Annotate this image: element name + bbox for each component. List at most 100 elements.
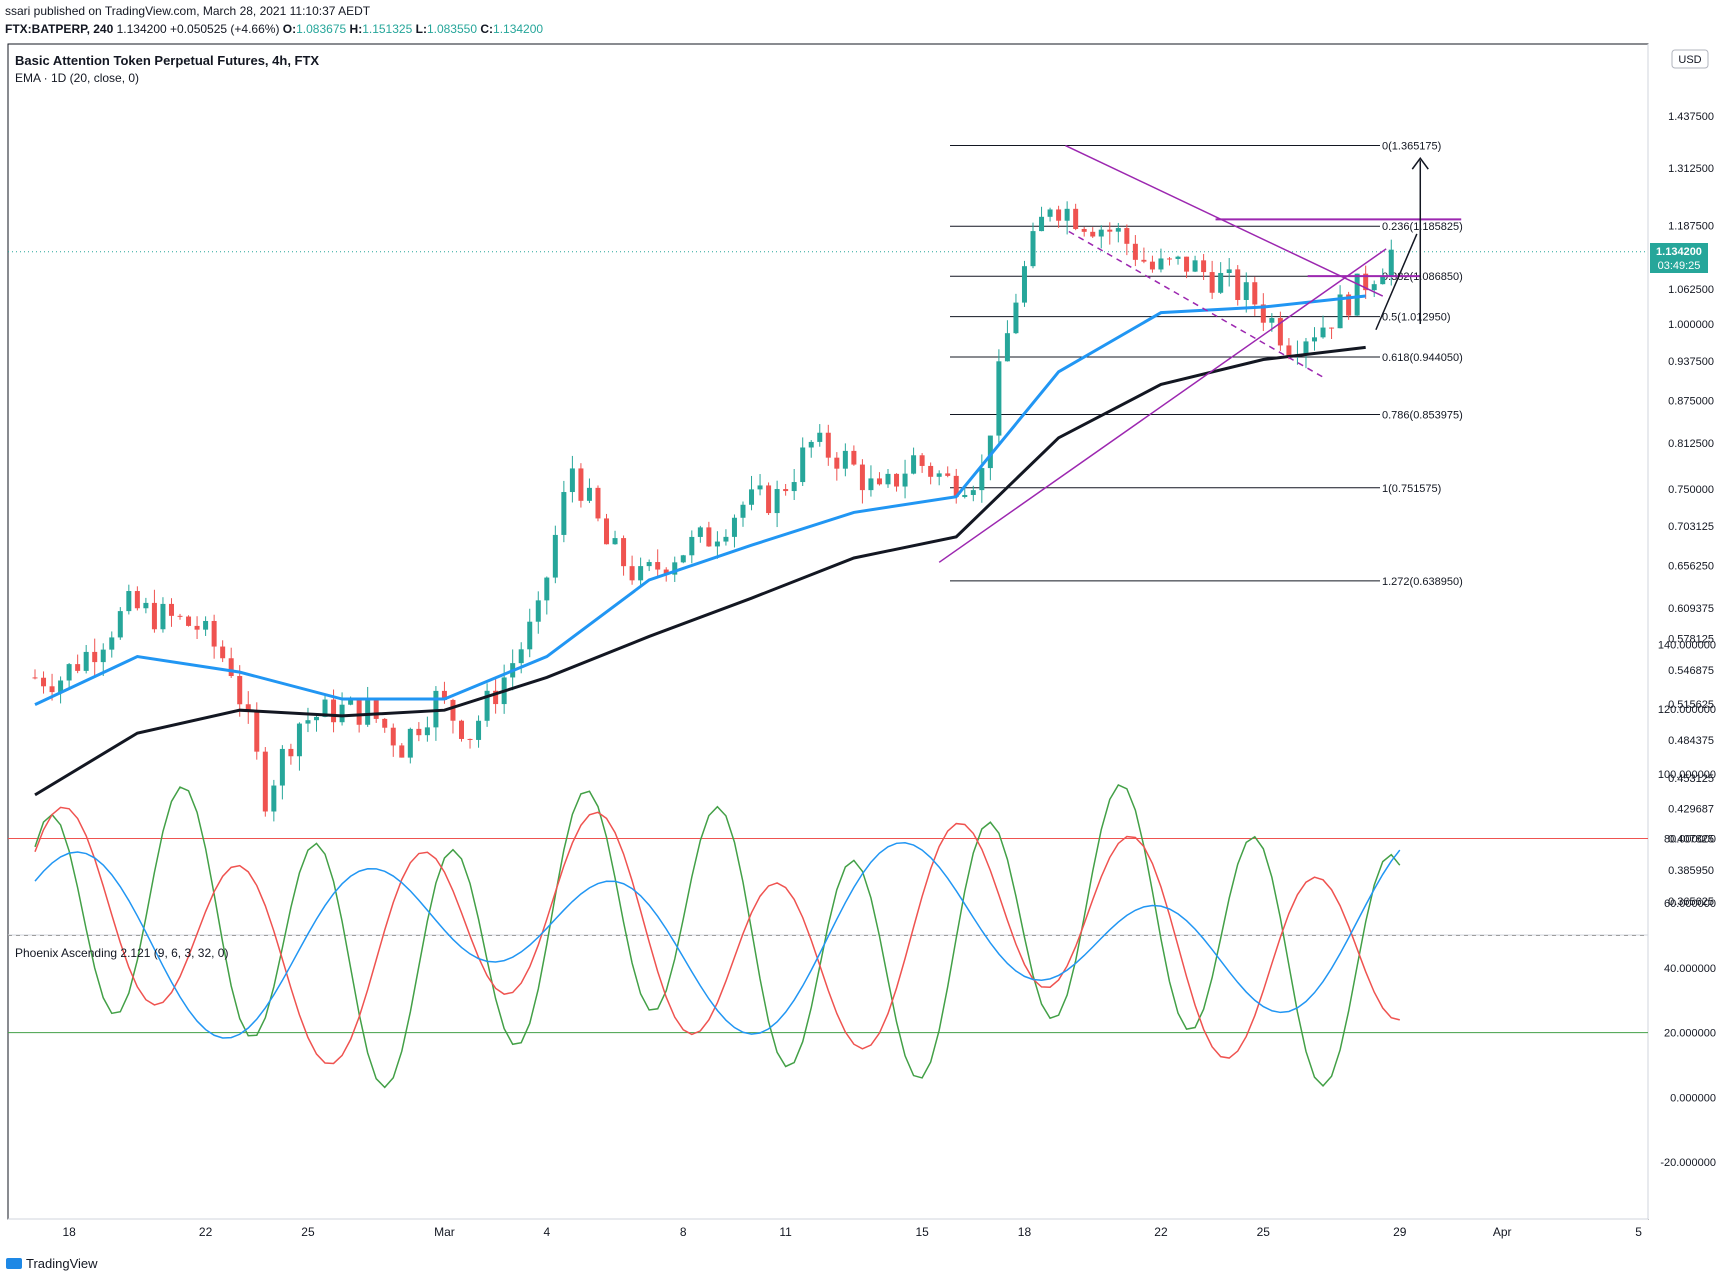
candle-body — [1081, 228, 1087, 232]
oscillator-title[interactable]: Phoenix Ascending 2.121 (9, 6, 3, 32, 0) — [15, 946, 228, 960]
candle-body — [817, 432, 823, 442]
candle-body — [714, 541, 720, 547]
candle-body — [1141, 259, 1147, 262]
oscillator-axis-tick: 140.000000 — [1658, 639, 1716, 651]
high-label: H: — [349, 22, 363, 36]
candle-body — [1354, 273, 1360, 316]
price-axis-tick: 0.937500 — [1668, 356, 1714, 368]
symbol-label[interactable]: FTX:BATPERP, 240 — [5, 22, 114, 36]
candle-body — [1329, 327, 1335, 329]
candle-body — [296, 723, 302, 757]
candle-body — [808, 441, 814, 448]
brand-label: TradingView — [26, 1256, 98, 1271]
candle-body — [459, 720, 464, 739]
candle-body — [1346, 294, 1352, 316]
price-axis-tick: 0.484375 — [1668, 735, 1714, 747]
candle-body — [1218, 272, 1224, 293]
channel-dashed-line — [1068, 230, 1326, 379]
candle-body — [1090, 231, 1096, 237]
price-axis-tick: 0.609375 — [1668, 603, 1714, 615]
candle-body — [1269, 318, 1275, 323]
candle-body — [612, 538, 618, 545]
candle-body — [1149, 261, 1155, 270]
candle-body — [92, 651, 98, 663]
candle-body — [134, 591, 140, 609]
candle-body — [322, 699, 328, 717]
candle-body — [117, 611, 123, 638]
candle-body — [723, 536, 729, 542]
currency-badge[interactable] — [1671, 49, 1709, 69]
fib-level-label: 0.382(1.086850) — [1382, 271, 1463, 283]
high-value: 1.151325 — [362, 22, 413, 36]
candle-body — [416, 728, 422, 736]
candle-body — [228, 658, 234, 677]
time-axis-tick: 22 — [199, 1225, 213, 1239]
candle-body — [177, 615, 183, 617]
candle-body — [1243, 282, 1249, 300]
candle-body — [527, 621, 533, 650]
candle-body — [911, 455, 917, 474]
time-axis-tick: 25 — [1257, 1225, 1271, 1239]
candle-body — [604, 518, 610, 545]
candle-body — [859, 464, 865, 491]
price-axis-tick: 0.750000 — [1668, 484, 1714, 496]
candle-body — [186, 616, 192, 626]
candle-body — [1363, 273, 1369, 291]
candle-body — [825, 432, 831, 458]
candle-body — [1098, 229, 1104, 237]
oscillator-line — [34, 806, 1400, 1065]
candle-body — [126, 591, 132, 612]
candle-body — [928, 465, 934, 477]
candle-body — [689, 536, 695, 556]
candle-body — [629, 566, 635, 581]
candle-body — [868, 478, 874, 491]
fib-level-label: 0.236(1.185825) — [1382, 221, 1463, 233]
time-axis-tick: 4 — [543, 1225, 550, 1239]
candle-body — [66, 664, 72, 681]
candle-body — [1030, 231, 1036, 267]
candle-body — [1371, 284, 1377, 291]
candle-body — [1004, 333, 1010, 362]
candle-body — [279, 748, 285, 786]
candle-body — [1388, 249, 1394, 276]
price-axis-tick: 0.407825 — [1668, 833, 1714, 845]
tradingview-brand[interactable]: TradingView — [6, 1256, 98, 1271]
ema-legend[interactable]: EMA · 1D (20, close, 0) — [15, 71, 139, 85]
candle-body — [441, 690, 447, 700]
candle-body — [586, 487, 592, 501]
candle-body — [1252, 282, 1258, 305]
candle-body — [271, 785, 277, 812]
candle-body — [220, 646, 226, 659]
candle-body — [646, 562, 652, 567]
candle-body — [382, 718, 388, 728]
candle-body — [1115, 228, 1121, 232]
candle-body — [697, 527, 703, 537]
candle-body — [1380, 275, 1386, 285]
oscillator-axis-tick: 100.000000 — [1658, 769, 1716, 781]
candle-body — [1320, 327, 1326, 338]
candle-body — [953, 475, 959, 497]
candle-body — [595, 487, 601, 519]
tradingview-logo-icon — [6, 1258, 22, 1269]
candle-body — [706, 527, 712, 547]
chart-title: Basic Attention Token Perpetual Futures,… — [15, 53, 319, 68]
candle-body — [373, 698, 379, 719]
fib-level-label: 0(1.365175) — [1382, 140, 1441, 152]
candle-body — [424, 727, 430, 736]
candle-body — [348, 698, 354, 705]
price-change: +0.050525 (+4.66%) — [170, 22, 280, 36]
candle-body — [1260, 304, 1266, 323]
candle-body — [987, 435, 993, 469]
candle-body — [407, 728, 413, 758]
candle-body — [672, 562, 678, 575]
time-axis-tick: 22 — [1154, 1225, 1168, 1239]
candle-body — [1277, 318, 1283, 346]
candle-body — [578, 468, 584, 501]
oscillator-axis-tick: 120.000000 — [1658, 704, 1716, 716]
candle-body — [1226, 269, 1232, 273]
candle-body — [194, 625, 200, 630]
time-axis-tick: 29 — [1393, 1225, 1407, 1239]
fib-level-label: 0.5(1.012950) — [1382, 312, 1451, 324]
candle-body — [1337, 294, 1343, 329]
